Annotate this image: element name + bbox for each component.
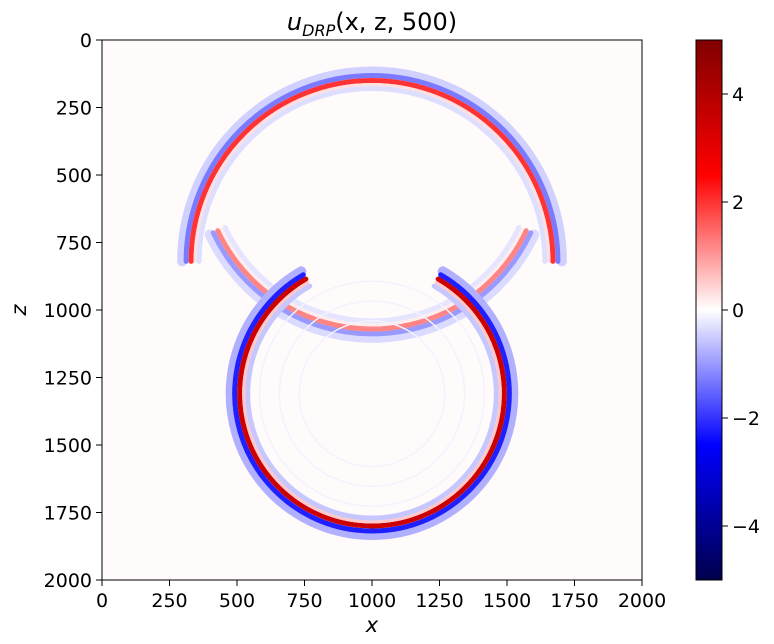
y-tick-label: 1500 xyxy=(44,435,92,457)
wavefront-band xyxy=(232,272,512,534)
x-tick-label: 1250 xyxy=(415,590,463,612)
colorbar-tick-label: 0 xyxy=(732,300,744,322)
colorbar-tick-label: −4 xyxy=(732,516,760,538)
wavefront-band xyxy=(177,66,567,267)
y-tick-label: 1000 xyxy=(44,300,92,322)
colorbar-tick-label: −2 xyxy=(732,408,760,430)
y-tick-label: 1750 xyxy=(44,503,92,525)
x-tick-label: 250 xyxy=(151,590,187,612)
colorbar-tick-label: 2 xyxy=(732,192,744,214)
colorbar-axis: 4 2 0 −2 −4 xyxy=(722,84,760,538)
x-tick-label: 750 xyxy=(286,590,322,612)
wavefront-band xyxy=(242,281,502,524)
wavefront-band xyxy=(245,283,499,521)
wavefront-band xyxy=(183,73,561,264)
y-tick-label: 500 xyxy=(56,165,92,187)
wavefront-band xyxy=(196,86,548,264)
x-tick-label: 1750 xyxy=(550,590,598,612)
wavefront-band xyxy=(204,229,540,343)
wavefront-band xyxy=(220,227,524,327)
wavefront-band xyxy=(237,276,507,529)
y-axis: 0 250 500 750 1000 1250 1500 1750 2000 xyxy=(44,30,102,592)
y-tick-label: 2000 xyxy=(44,570,92,592)
wavefront-band xyxy=(225,266,519,540)
x-axis: 0 250 500 750 1000 1250 1500 1750 2000 xyxy=(96,580,666,612)
x-tick-label: 500 xyxy=(219,590,255,612)
ripple-ring xyxy=(278,300,466,488)
wavefield-heatmap xyxy=(177,66,567,540)
wavefront-band xyxy=(188,78,556,264)
x-tick-label: 2000 xyxy=(618,590,666,612)
wavefront-band xyxy=(215,228,529,332)
x-tick-label: 1000 xyxy=(348,590,396,612)
wavefront-band xyxy=(210,230,534,337)
y-axis-label: z xyxy=(7,304,31,317)
y-tick-label: 1250 xyxy=(44,368,92,390)
wavefront-upper-arc xyxy=(177,66,567,267)
ripple-ring xyxy=(258,280,486,507)
colorbar-tick-label: 4 xyxy=(732,84,744,106)
chart-title: uDRP(x, z, 500) xyxy=(287,8,457,40)
x-tick-label: 1500 xyxy=(483,590,531,612)
y-tick-label: 750 xyxy=(56,233,92,255)
x-tick-label: 0 xyxy=(96,590,108,612)
wavefront-interface-arc xyxy=(204,224,540,343)
plot-area xyxy=(102,40,642,580)
y-tick-label: 250 xyxy=(56,98,92,120)
wavefront-band xyxy=(193,83,551,263)
colorbar xyxy=(695,39,723,581)
x-axis-label: x xyxy=(365,613,379,637)
ripple-ring xyxy=(298,320,446,468)
wavefront-lower-circle xyxy=(225,266,519,540)
y-tick-label: 0 xyxy=(80,30,92,52)
